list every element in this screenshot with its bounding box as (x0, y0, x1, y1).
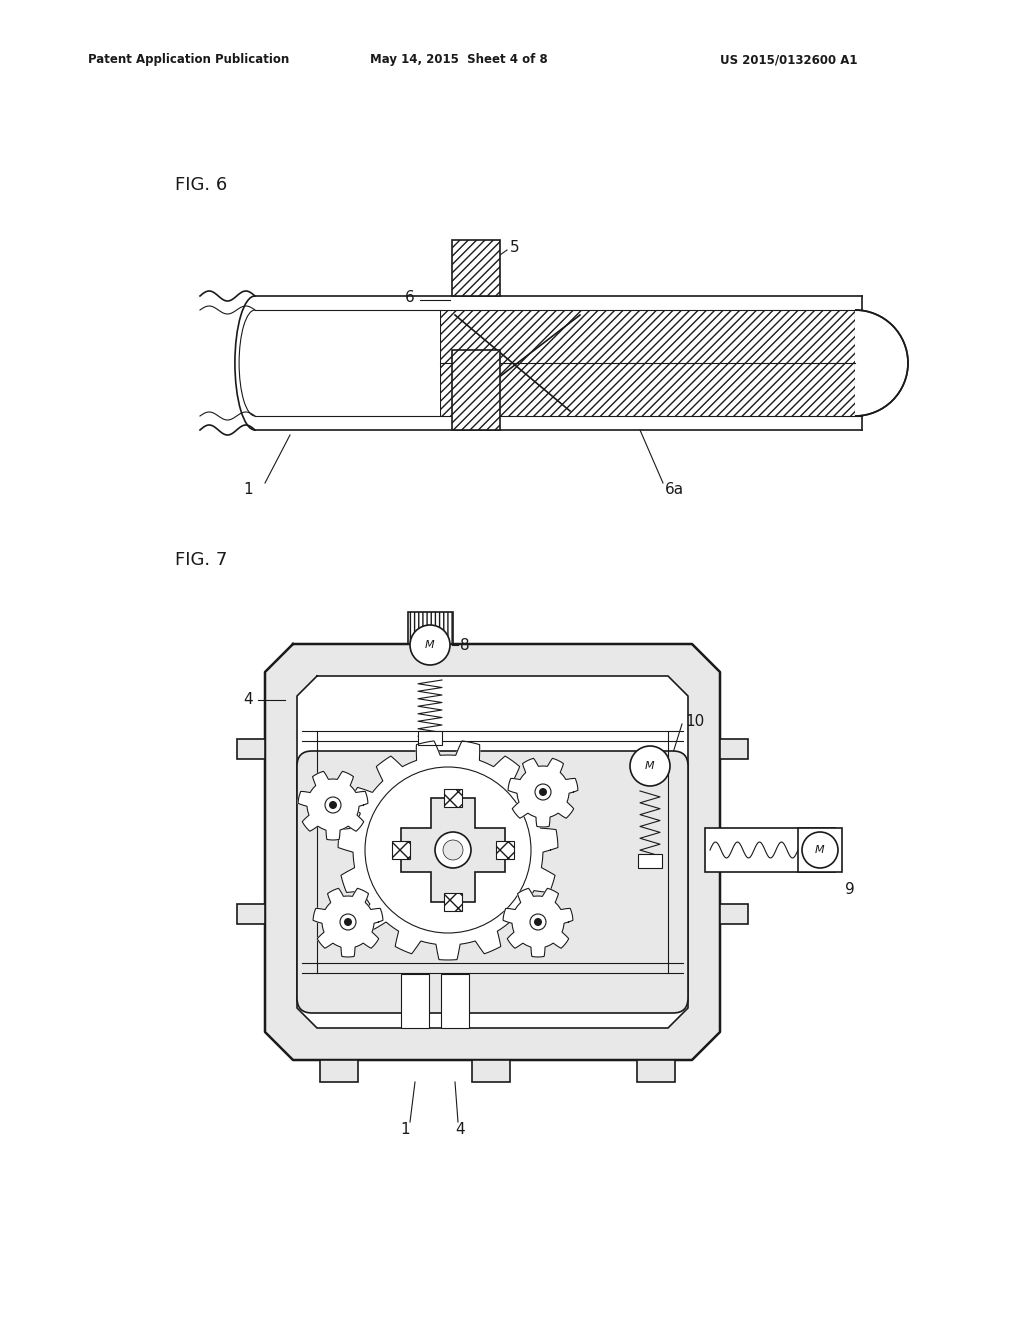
Text: 1: 1 (243, 483, 253, 498)
Polygon shape (508, 758, 578, 828)
Bar (418, 731, 442, 744)
Polygon shape (338, 741, 558, 960)
Bar (452, 350, 500, 430)
Bar (637, 1060, 675, 1082)
Circle shape (802, 832, 838, 869)
Bar (444, 894, 462, 911)
Bar (720, 904, 748, 924)
Text: US 2015/0132600 A1: US 2015/0132600 A1 (720, 54, 857, 66)
Circle shape (344, 917, 352, 927)
Bar (452, 240, 500, 296)
Circle shape (410, 624, 450, 665)
Circle shape (630, 746, 670, 785)
Polygon shape (298, 771, 368, 840)
Circle shape (365, 767, 531, 933)
FancyBboxPatch shape (297, 751, 688, 1012)
Circle shape (340, 913, 356, 931)
Polygon shape (503, 888, 573, 957)
Text: May 14, 2015  Sheet 4 of 8: May 14, 2015 Sheet 4 of 8 (370, 54, 548, 66)
Bar (798, 828, 842, 873)
Text: Patent Application Publication: Patent Application Publication (88, 54, 289, 66)
Bar (319, 1060, 358, 1082)
Bar (408, 612, 453, 644)
Polygon shape (401, 799, 505, 902)
Circle shape (443, 840, 463, 861)
Bar (705, 828, 835, 873)
Text: 9: 9 (845, 883, 855, 898)
Bar (237, 904, 265, 924)
Polygon shape (265, 644, 720, 1060)
Text: 6a: 6a (665, 483, 684, 498)
Bar (472, 1060, 510, 1082)
Text: 1: 1 (400, 1122, 410, 1138)
Circle shape (530, 913, 546, 931)
Polygon shape (297, 676, 688, 1028)
Text: 4: 4 (456, 1122, 465, 1138)
Bar (200, 296, 862, 430)
Text: 6: 6 (406, 290, 415, 305)
Circle shape (325, 797, 341, 813)
Bar (441, 974, 469, 1028)
Bar (440, 310, 855, 416)
Wedge shape (855, 310, 908, 416)
Circle shape (435, 832, 471, 869)
Text: M: M (425, 640, 435, 649)
Bar (255, 310, 440, 416)
Polygon shape (313, 888, 383, 957)
Text: 4: 4 (244, 693, 253, 708)
Bar (638, 854, 662, 869)
Circle shape (539, 788, 547, 796)
Text: FIG. 6: FIG. 6 (175, 176, 227, 194)
Text: FIG. 7: FIG. 7 (175, 550, 227, 569)
Bar (720, 739, 748, 759)
Bar (444, 789, 462, 807)
Circle shape (329, 801, 337, 809)
Bar (237, 739, 265, 759)
Text: M: M (645, 762, 654, 771)
Bar (496, 841, 514, 859)
Circle shape (534, 917, 542, 927)
Bar (392, 841, 410, 859)
Bar (401, 974, 429, 1028)
Circle shape (535, 784, 551, 800)
Text: M: M (815, 845, 824, 855)
Text: 10: 10 (685, 714, 705, 729)
Text: 8: 8 (460, 638, 470, 652)
Text: 5: 5 (510, 240, 519, 256)
